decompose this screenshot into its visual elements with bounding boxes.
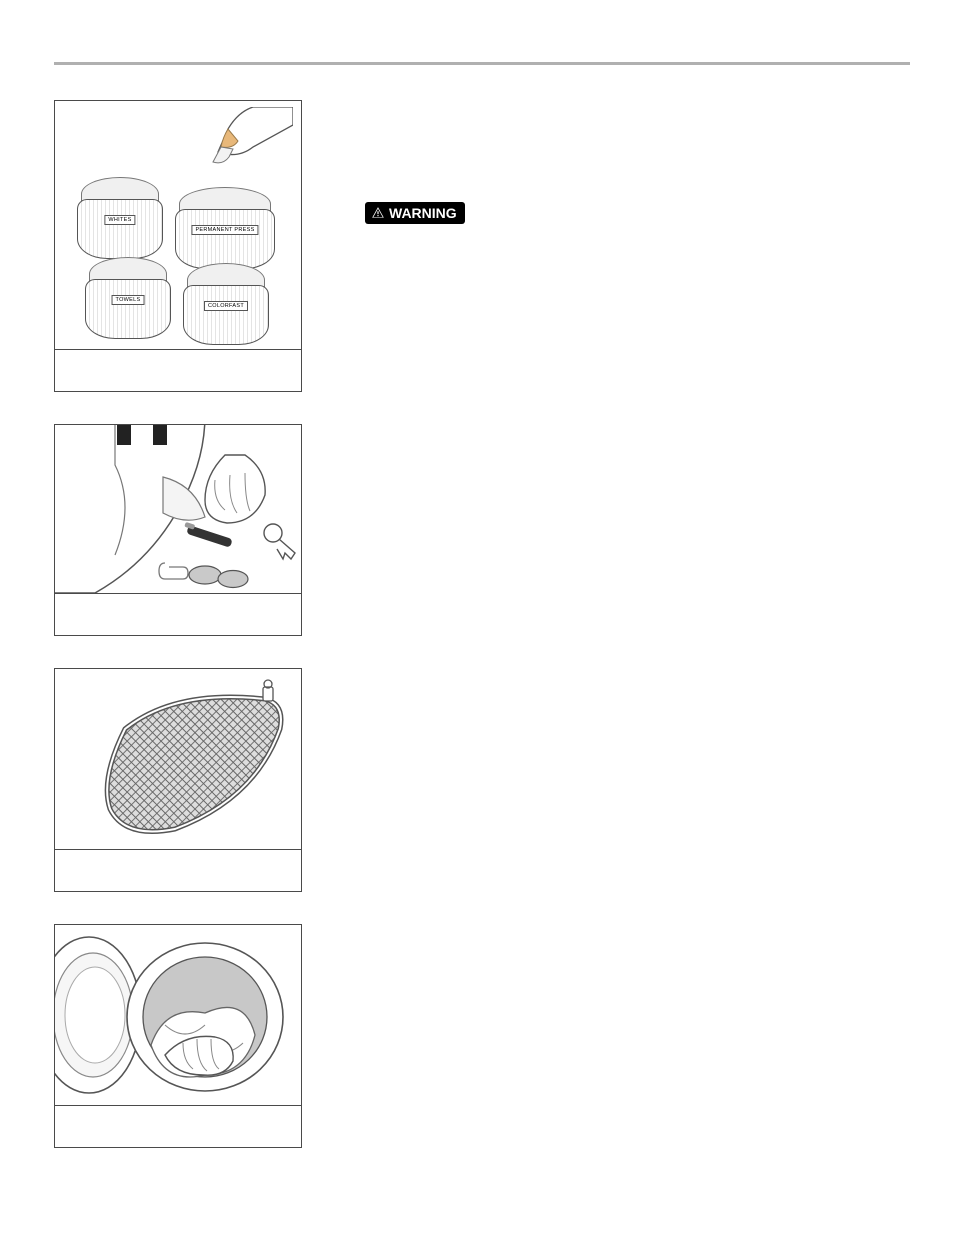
basket-label-permanent-press: PERMANENT PRESS [191,225,258,235]
header-rule [54,62,910,65]
figure-mesh-bag-image [55,669,301,849]
figure-empty-pockets [54,424,302,636]
figure-load-washer [54,924,302,1148]
figure-mesh-bag [54,668,302,892]
figure-sort-laundry-image: WHITES PERMANENT PRESS TOWELS COLORFAST [55,101,301,349]
figure-empty-pockets-caption [55,593,301,635]
arm-illustration [183,107,293,177]
figure-sort-laundry-caption [55,349,301,391]
mesh-bag-illustration [55,669,301,849]
load-washer-illustration [55,925,301,1105]
pockets-illustration [55,425,301,593]
figure-load-washer-image [55,925,301,1105]
figure-load-washer-caption [55,1105,301,1147]
basket-label-colorfast: COLORFAST [204,301,248,311]
basket-label-whites: WHITES [104,215,135,225]
figure-empty-pockets-image [55,425,301,593]
content-column: WHITES PERMANENT PRESS TOWELS COLORFAST [54,100,910,1180]
figure-mesh-bag-caption [55,849,301,891]
figure-sort-laundry: WHITES PERMANENT PRESS TOWELS COLORFAST [54,100,302,392]
basket-label-towels: TOWELS [112,295,145,305]
